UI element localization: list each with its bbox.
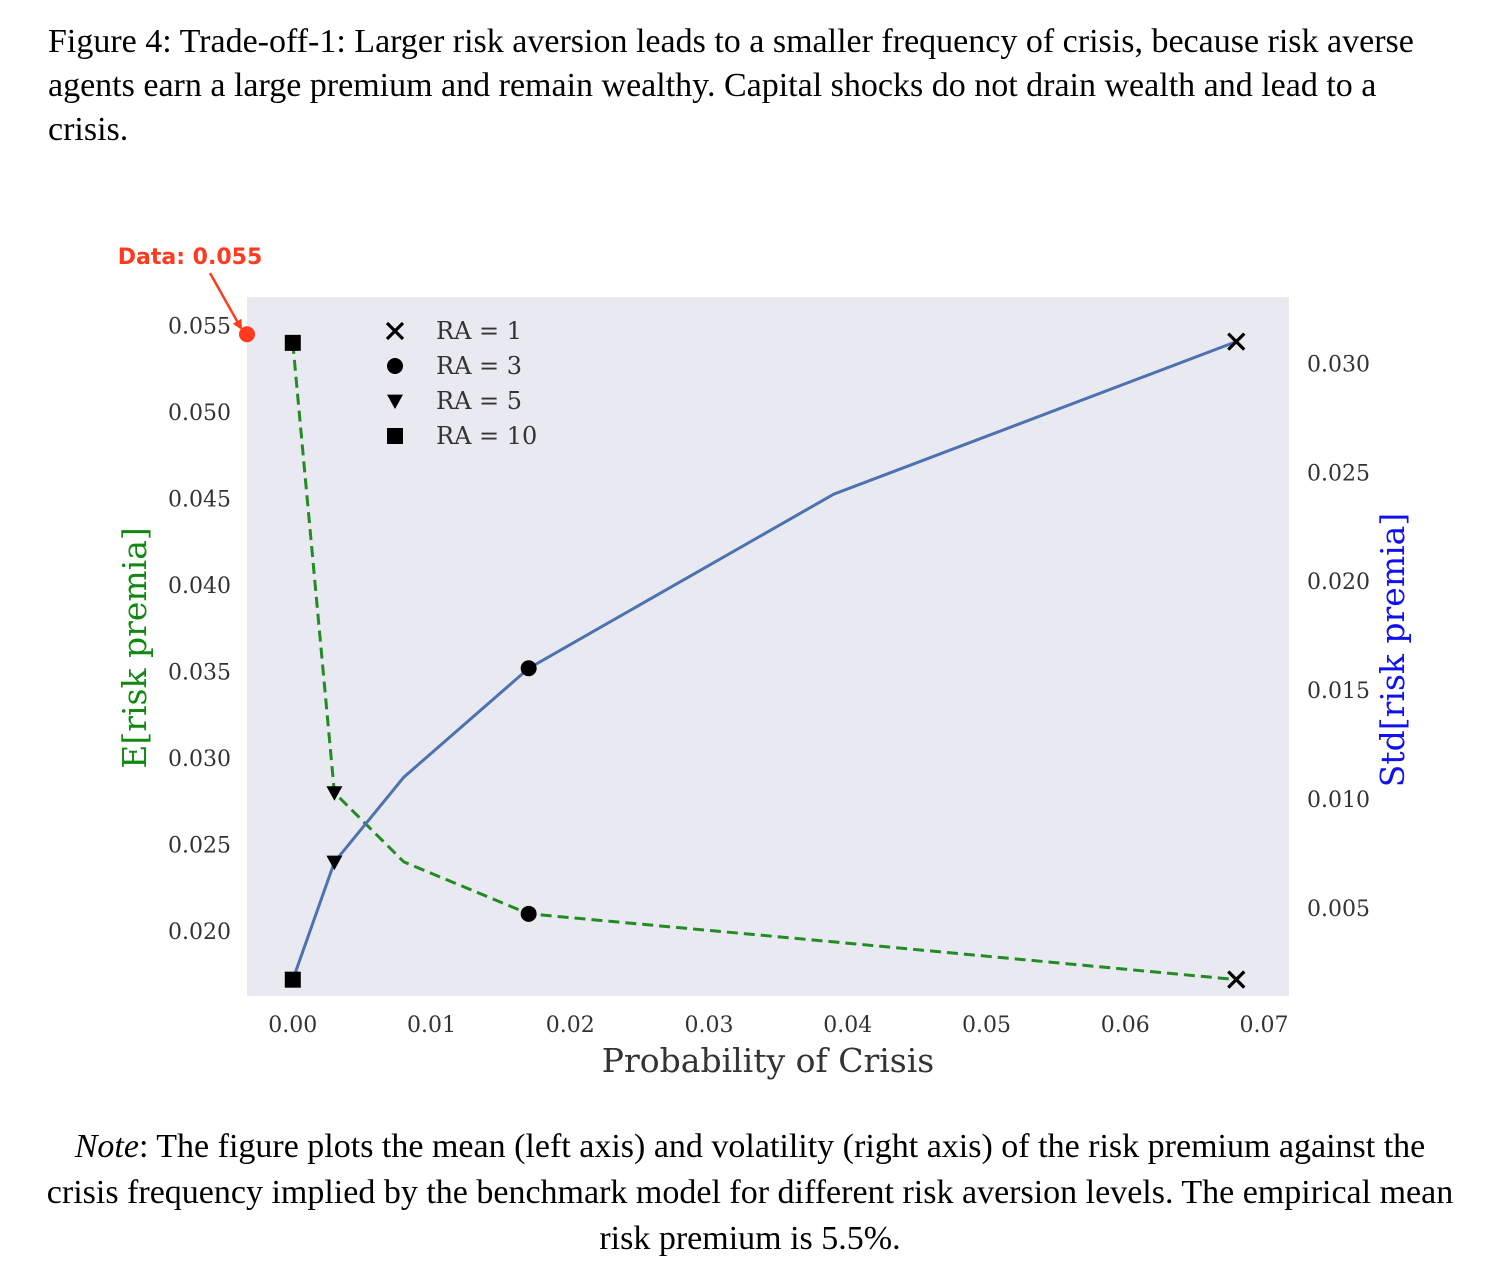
marker-right-ra10 bbox=[284, 971, 301, 988]
y-left-tick-label: 0.050 bbox=[168, 401, 231, 426]
y-right-tick-label: 0.025 bbox=[1307, 461, 1370, 486]
std-risk-premia-line bbox=[291, 340, 1237, 981]
legend-marker bbox=[385, 321, 405, 341]
y-left-tick-labels: 0.020 0.025 0.030 0.035 0.040 0.045 0.050 0.055 bbox=[168, 315, 231, 946]
y-left-tick-label: 0.020 bbox=[168, 920, 231, 945]
legend-entry-label: RA = 3 bbox=[436, 352, 522, 380]
figure-caption: Figure 4: Trade-off-1: Larger risk avers… bbox=[48, 23, 1414, 148]
legend: RA = 1 RA = 3 RA = 5 RA = 10 bbox=[385, 317, 537, 450]
note-text: : The figure plots the mean (left axis) … bbox=[46, 1128, 1454, 1257]
x-axis-label: Probability of Crisis bbox=[602, 1041, 934, 1080]
x-tick-label: 0.02 bbox=[546, 1013, 595, 1038]
marker-left-ra1 bbox=[1227, 970, 1246, 989]
y-left-tick-label: 0.040 bbox=[168, 574, 231, 599]
markers-group bbox=[284, 332, 1246, 989]
y-left-tick-label: 0.055 bbox=[168, 315, 231, 340]
y-left-tick-label: 0.025 bbox=[168, 834, 231, 859]
marker-right-ra5 bbox=[326, 855, 343, 871]
y-right-tick-label: 0.010 bbox=[1307, 788, 1370, 813]
x-tick-label: 0.04 bbox=[823, 1013, 872, 1038]
x-tick-label: 0.01 bbox=[407, 1013, 456, 1038]
y-right-tick-label: 0.015 bbox=[1307, 679, 1370, 704]
marker-left-ra5 bbox=[326, 786, 343, 801]
annotation-arrow bbox=[208, 272, 243, 330]
left-series-group bbox=[291, 342, 1237, 982]
mean-risk-premia-line bbox=[291, 342, 1237, 982]
plot-area bbox=[247, 297, 1289, 996]
marker-left-ra10 bbox=[284, 334, 301, 351]
x-tick-label: 0.06 bbox=[1101, 1013, 1150, 1038]
marker-right-ra3 bbox=[520, 660, 537, 677]
y-axis-label-left: E[risk premia] bbox=[115, 527, 154, 769]
y-left-tick-label: 0.045 bbox=[168, 488, 231, 513]
y-right-tick-label: 0.030 bbox=[1307, 352, 1370, 377]
note-label: Note bbox=[74, 1128, 139, 1165]
y-right-tick-label: 0.005 bbox=[1307, 897, 1370, 922]
figure-note: Note: The figure plots the mean (left ax… bbox=[40, 1124, 1460, 1262]
annotation-label: Data: 0.055 bbox=[118, 245, 263, 270]
legend-marker bbox=[387, 428, 403, 444]
marker-left-ra3 bbox=[520, 905, 537, 922]
x-tick-label: 0.00 bbox=[268, 1013, 317, 1038]
x-tick-labels: 0.00 0.01 0.02 0.03 0.04 0.05 0.06 0.07 bbox=[268, 1013, 1288, 1038]
x-tick-label: 0.05 bbox=[962, 1013, 1011, 1038]
annotation-group: Data: 0.055 bbox=[118, 245, 263, 343]
legend-entry-label: RA = 1 bbox=[436, 317, 522, 345]
legend-marker bbox=[387, 358, 403, 374]
y-left-tick-label: 0.030 bbox=[168, 747, 231, 772]
y-left-tick-label: 0.035 bbox=[168, 661, 231, 686]
annotation-data-point bbox=[239, 326, 255, 343]
right-series-group bbox=[291, 340, 1237, 981]
legend-entry-label: RA = 10 bbox=[436, 422, 537, 450]
x-tick-label: 0.07 bbox=[1240, 1013, 1289, 1038]
legend-entry-label: RA = 5 bbox=[436, 387, 522, 415]
y-right-tick-label: 0.020 bbox=[1307, 570, 1370, 595]
marker-right-ra1 bbox=[1227, 332, 1246, 351]
legend-marker bbox=[387, 394, 403, 409]
y-axis-label-right: Std[risk premia] bbox=[1373, 513, 1412, 787]
y-right-tick-labels: 0.005 0.010 0.015 0.020 0.025 0.030 bbox=[1307, 352, 1370, 921]
x-tick-label: 0.03 bbox=[685, 1013, 734, 1038]
